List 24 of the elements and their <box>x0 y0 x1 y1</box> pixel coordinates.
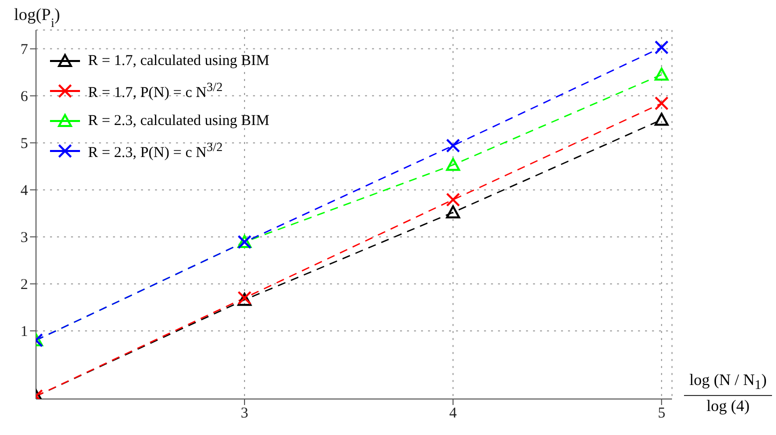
x-tick-label: 5 <box>658 406 666 422</box>
y-tick-label: 3 <box>20 230 28 246</box>
legend-label: R = 1.7, calculated using BIM <box>88 52 270 70</box>
point <box>446 158 460 171</box>
point <box>654 96 669 110</box>
y-tick-label: 2 <box>20 277 28 294</box>
y-axis-title: log(P$_{i}$) <box>14 5 60 30</box>
y-tick-label: 4 <box>20 183 28 200</box>
legend-label: R = 1.7, P(N) = c N$^{3/2}$ <box>88 80 223 102</box>
x-axis-title: log (N / N$_{1}$) log (4) <box>689 372 767 416</box>
y-tick-label: 7 <box>20 42 28 58</box>
x-tick-label: 3 <box>240 406 248 422</box>
y-tick-label: 5 <box>20 136 28 152</box>
legend-label: R = 2.3, P(N) = c N$^{3/2}$ <box>88 140 223 162</box>
point <box>446 138 460 153</box>
legend-label: R = 2.3, calculated using BIM <box>88 112 270 130</box>
point <box>446 192 460 207</box>
point <box>446 205 460 218</box>
point <box>654 112 669 126</box>
point <box>654 40 669 54</box>
x-tick-label: 4 <box>449 406 458 422</box>
y-tick-label: 6 <box>20 89 28 106</box>
point <box>654 68 669 81</box>
y-tick-label: 1 <box>20 324 28 340</box>
